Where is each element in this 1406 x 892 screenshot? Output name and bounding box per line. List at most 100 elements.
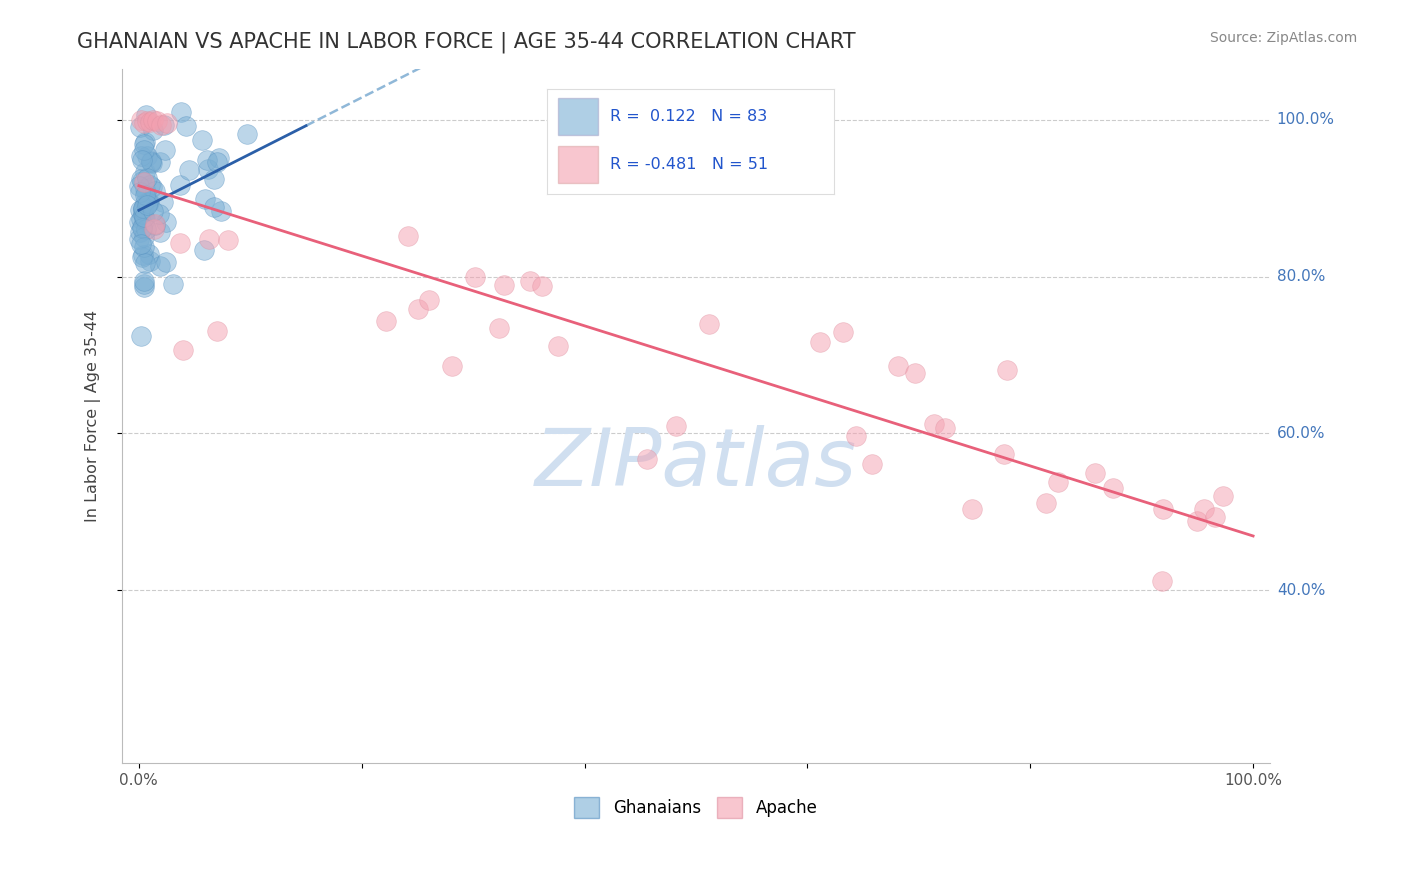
Point [139,254,162,268]
Point [1084,467,1107,481]
Point [960,502,983,516]
Point [860,457,883,471]
Point [1192,502,1215,516]
Point [162,277,184,291]
Point [129,237,152,252]
Point [129,149,152,163]
Point [995,363,1018,377]
Point [155,215,177,229]
Point [136,149,159,163]
Point [922,417,945,432]
Point [131,219,153,234]
Point [208,152,231,166]
Point [148,207,170,221]
Point [142,123,165,137]
Point [138,195,160,210]
Point [131,221,153,235]
Text: Source: ZipAtlas.com: Source: ZipAtlas.com [1209,31,1357,45]
Point [132,274,155,288]
Point [139,178,162,193]
Point [193,243,215,257]
Point [170,104,193,119]
Point [169,178,191,192]
Point [129,112,152,127]
Point [132,248,155,262]
Point [697,317,720,331]
Point [128,202,150,217]
Point [636,451,658,466]
Point [191,133,214,147]
Point [141,180,163,194]
Point [138,194,160,209]
Point [135,108,157,122]
Point [134,165,156,179]
Point [135,186,157,200]
Point [134,182,156,196]
Point [142,112,165,127]
Point [194,192,217,206]
Point [440,359,463,373]
Point [150,118,173,132]
Point [143,217,166,231]
Point [217,233,239,247]
Text: 60.0%: 60.0% [1277,426,1326,441]
Point [129,328,152,343]
Point [131,153,153,167]
Point [209,203,232,218]
Point [202,200,225,214]
Point [136,196,159,211]
Point [132,202,155,217]
Point [132,207,155,221]
Point [149,225,172,239]
Point [808,334,831,349]
Point [155,143,177,157]
Point [139,115,162,129]
Point [142,204,165,219]
Point [547,339,569,353]
Point [128,120,150,134]
Point [406,301,429,316]
Point [132,143,155,157]
Text: 40.0%: 40.0% [1277,583,1324,598]
Point [132,277,155,292]
Point [128,214,150,228]
Point [129,185,152,199]
Point [138,247,160,261]
Point [152,195,174,210]
Point [143,222,166,236]
Point [156,116,179,130]
Point [134,196,156,211]
Point [155,255,177,269]
Point [131,174,153,188]
Point [494,278,516,293]
Text: ZIPatlas: ZIPatlas [534,425,858,503]
Point [132,137,155,152]
Point [136,197,159,211]
Point [488,321,510,335]
Point [1102,481,1125,495]
Point [205,324,228,338]
Point [134,175,156,189]
Point [887,359,910,374]
Point [934,421,956,435]
Point [235,127,257,141]
Point [174,119,197,133]
Point [134,240,156,254]
Point [198,232,221,246]
Point [169,236,191,251]
Point [135,222,157,236]
Point [141,156,163,170]
Legend: Ghanaians, Apache: Ghanaians, Apache [568,790,824,824]
Point [149,259,172,273]
Point [145,184,167,198]
Point [149,154,172,169]
Point [375,314,398,328]
Point [136,170,159,185]
Point [134,116,156,130]
Point [134,188,156,202]
Point [128,232,150,246]
Point [143,219,166,233]
Point [145,114,167,128]
Point [519,274,541,288]
Text: 100.0%: 100.0% [1277,112,1334,127]
